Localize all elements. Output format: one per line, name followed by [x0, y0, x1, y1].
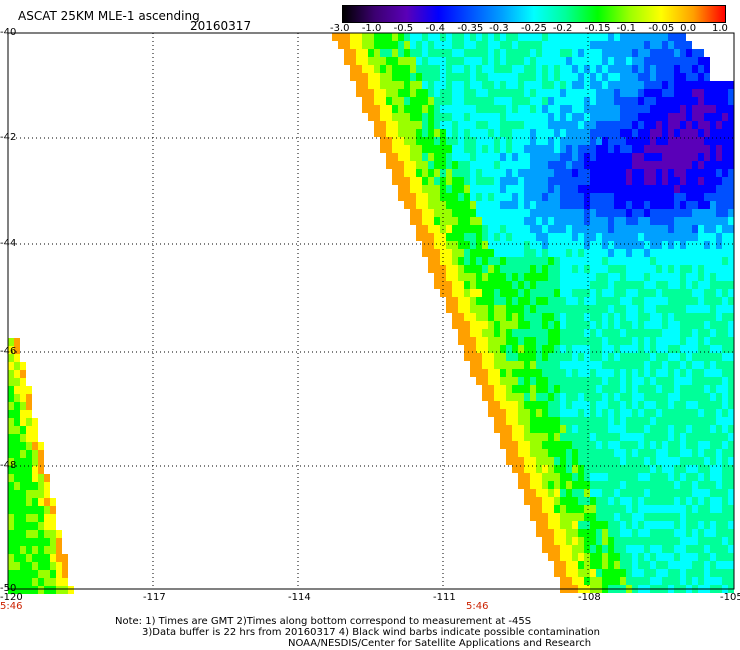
colorbar-tick-label: -0.25: [521, 23, 547, 34]
colorbar-tick-label: -3.0: [330, 23, 350, 34]
colorbar-tick-label: -0.3: [489, 23, 509, 34]
latitude-label: -42: [0, 132, 17, 143]
note-line-1: Note: 1) Times are GMT 2)Times along bot…: [115, 616, 532, 627]
latitude-label: -46: [0, 346, 17, 357]
colorbar-tick-label: -0.05: [648, 23, 675, 34]
colorbar-tick-label: -1.0: [361, 23, 382, 34]
scatterometer-swath: [8, 33, 734, 594]
time-label: 5:46: [0, 601, 23, 612]
lat-lon-grid: [8, 33, 734, 589]
latitude-label: -50: [0, 583, 17, 594]
colorbar-tick-label: -0.5: [393, 23, 414, 34]
product-title: ASCAT 25KM MLE-1 ascending: [18, 9, 200, 23]
colorbar-tick-label: -0.2: [552, 23, 573, 34]
time-label: 5:46: [466, 601, 489, 612]
latitude-label: -40: [0, 27, 17, 38]
longitude-label: -120: [0, 592, 23, 603]
colorbar-tick-label: -0.15: [584, 23, 611, 34]
product-date: 20160317: [190, 19, 252, 33]
longitude-label: -108: [578, 592, 601, 603]
note-line-3: NOAA/NESDIS/Center for Satellite Applica…: [288, 638, 592, 649]
longitude-label: -117: [143, 592, 166, 603]
note-line-2: 3)Data buffer is 22 hrs from 20160317 4)…: [142, 627, 600, 638]
colorbar-tick-label: -0.1: [616, 23, 637, 34]
latitude-label: -48: [0, 460, 17, 471]
longitude-label: -111: [433, 592, 456, 603]
colorbar: [342, 5, 726, 23]
colorbar-tick-label: -0.4: [425, 23, 446, 34]
map-frame: [7, 32, 735, 590]
latitude-label: -44: [0, 238, 17, 249]
longitude-label: -105: [720, 592, 740, 603]
colorbar-tick-label: 1.0: [712, 23, 728, 34]
longitude-label: -114: [288, 592, 311, 603]
colorbar-tick-label: 0.0: [680, 23, 697, 34]
colorbar-tick-label: -0.35: [457, 23, 484, 34]
